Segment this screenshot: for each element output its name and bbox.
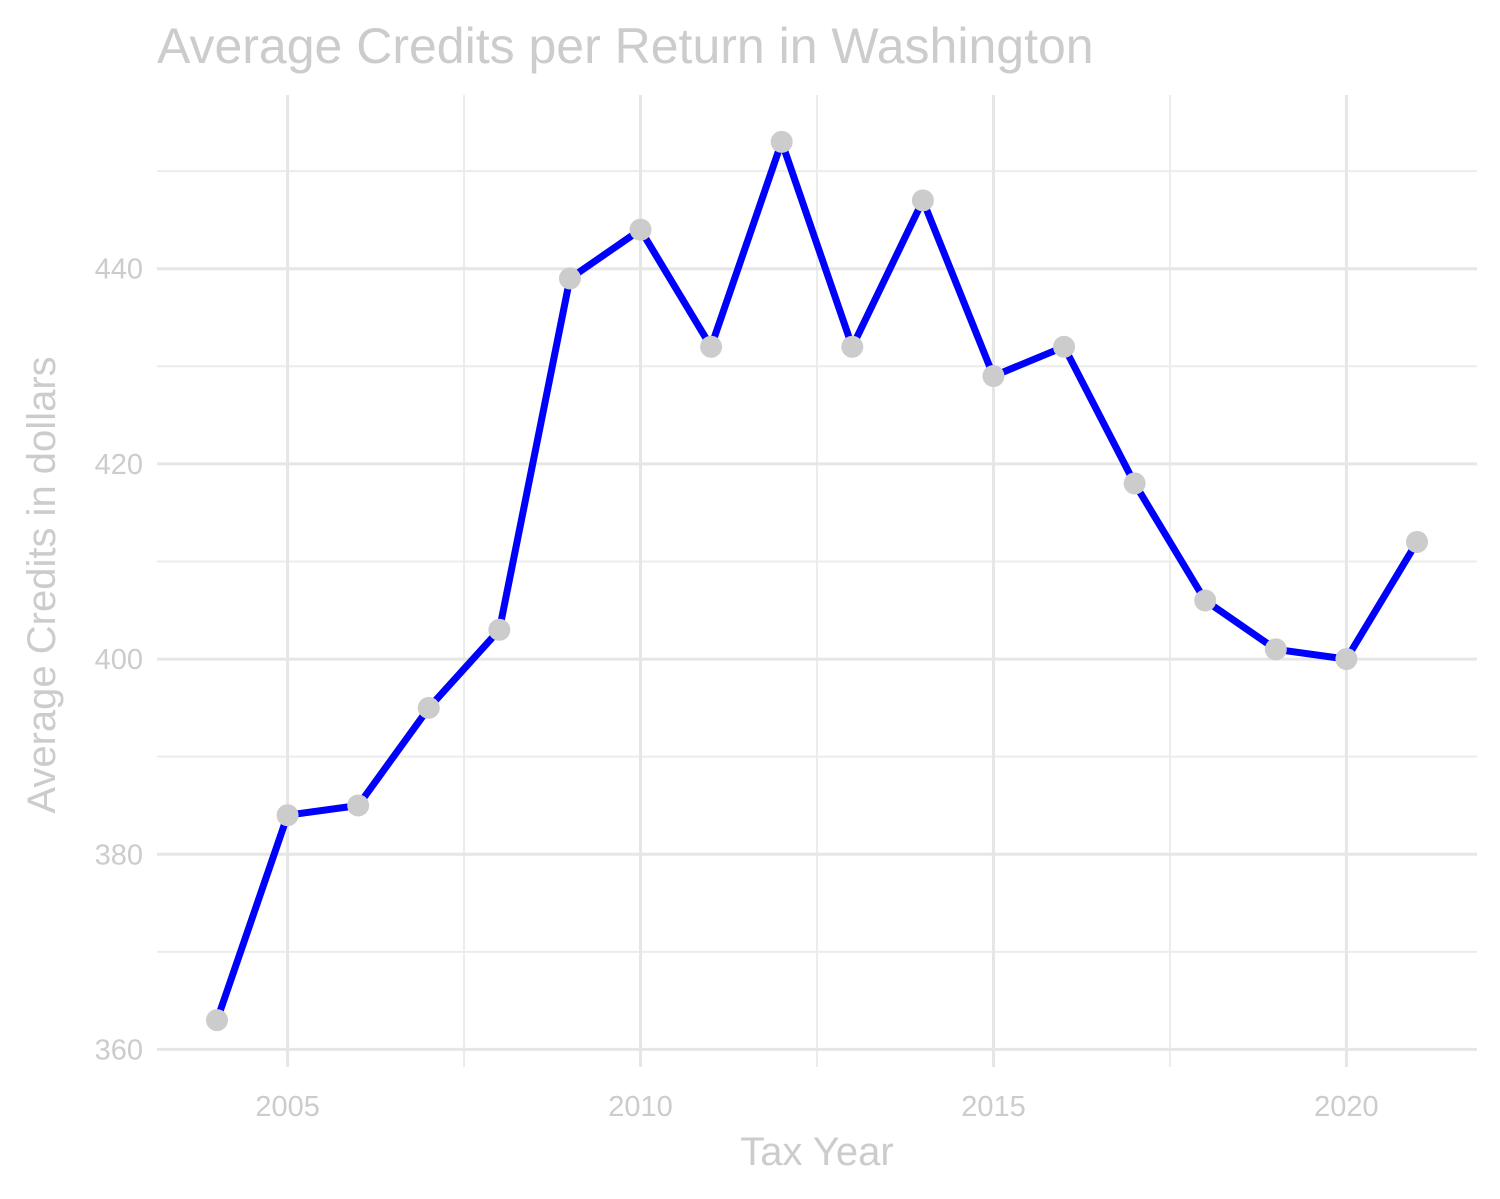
x-tick-label: 2020 bbox=[1314, 1091, 1379, 1123]
data-point bbox=[1406, 530, 1428, 553]
data-point bbox=[1053, 335, 1076, 358]
x-tick-label: 2005 bbox=[255, 1091, 320, 1123]
data-point bbox=[911, 189, 934, 212]
data-point bbox=[1264, 638, 1287, 661]
tick-labels: 2005 2010 2015 2020 360 380 400 420 440 bbox=[95, 254, 1379, 1123]
data-point bbox=[347, 794, 370, 817]
data-point bbox=[417, 696, 440, 719]
data-point bbox=[841, 335, 864, 358]
chart-title: Average Credits per Return in Washington bbox=[157, 18, 1094, 74]
data-point bbox=[558, 267, 581, 290]
data-point bbox=[770, 130, 793, 153]
y-tick-label: 380 bbox=[95, 839, 143, 871]
data-point bbox=[206, 1009, 228, 1032]
x-tick-label: 2010 bbox=[608, 1091, 673, 1123]
series-line-layer bbox=[213, 138, 1420, 1022]
x-tick-label: 2015 bbox=[961, 1091, 1026, 1123]
data-point bbox=[488, 618, 511, 641]
y-tick-label: 420 bbox=[95, 449, 143, 481]
data-point bbox=[1194, 589, 1217, 612]
data-point bbox=[276, 804, 299, 827]
y-tick-label: 440 bbox=[95, 254, 143, 286]
data-point bbox=[982, 365, 1005, 388]
y-axis-title: Average Credits in dollars bbox=[20, 356, 64, 813]
data-point bbox=[1335, 648, 1358, 671]
data-point bbox=[629, 218, 652, 241]
x-axis-title: Tax Year bbox=[740, 1130, 893, 1174]
y-tick-label: 400 bbox=[95, 644, 143, 676]
y-tick-label: 360 bbox=[95, 1034, 143, 1066]
data-point bbox=[1123, 472, 1146, 495]
data-point bbox=[700, 335, 723, 358]
data-points bbox=[206, 130, 1428, 1032]
grid-lines bbox=[157, 95, 1477, 1067]
series-line bbox=[213, 138, 1420, 1022]
